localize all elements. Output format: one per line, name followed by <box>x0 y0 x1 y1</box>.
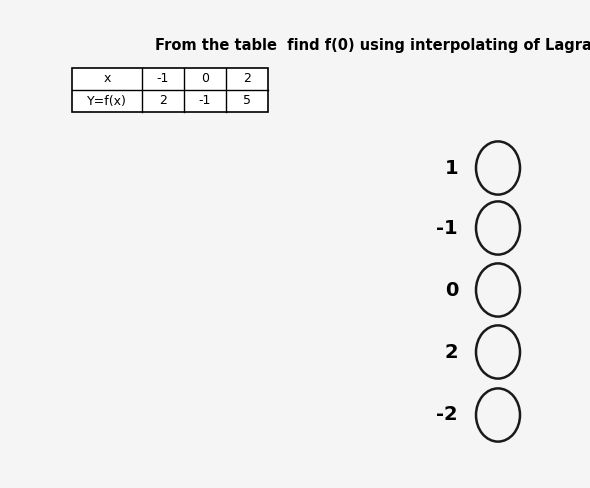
Text: -1: -1 <box>157 73 169 85</box>
Text: x: x <box>103 73 111 85</box>
Text: 2: 2 <box>444 343 458 362</box>
Text: 5: 5 <box>243 95 251 107</box>
Text: 0: 0 <box>445 281 458 300</box>
Text: -1: -1 <box>199 95 211 107</box>
Text: 0: 0 <box>201 73 209 85</box>
Bar <box>72 68 268 112</box>
Bar <box>72 68 268 112</box>
Text: 1: 1 <box>444 159 458 178</box>
Text: 2: 2 <box>159 95 167 107</box>
Text: -1: -1 <box>437 219 458 238</box>
Text: From the table  find f(0) using interpolating of Lagrange  polynomial: From the table find f(0) using interpola… <box>155 38 590 53</box>
Text: 2: 2 <box>243 73 251 85</box>
Text: -2: -2 <box>437 406 458 425</box>
Text: Y=f(x): Y=f(x) <box>87 95 127 107</box>
